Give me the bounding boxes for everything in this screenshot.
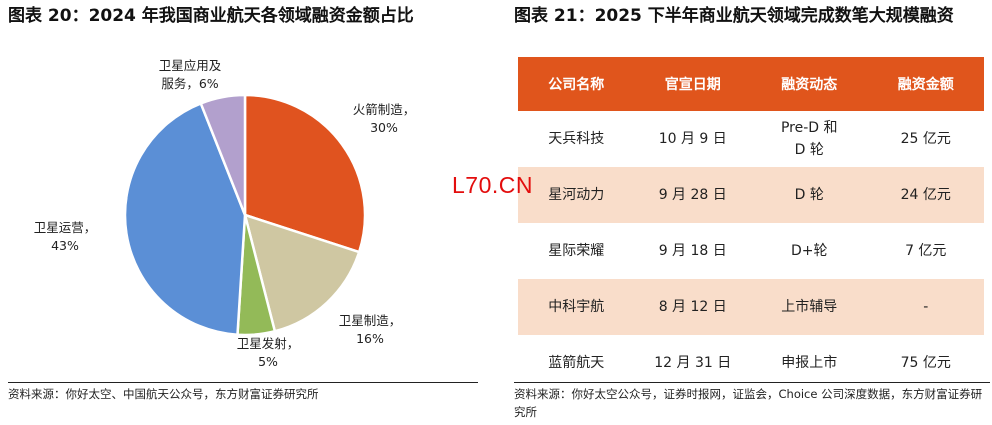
pie-slice-label: 卫星制造， 16% (339, 313, 402, 346)
left-source-rule (8, 382, 478, 383)
table-row: 天兵科技 10 月 9 日 Pre-D 和 D 轮 25 亿元 (518, 111, 984, 167)
left-source-note: 资料来源：你好太空、中国航天公众号，东方财富证券研究所 (8, 387, 319, 401)
cell-round: 申报上市 (781, 355, 838, 371)
header-date: 官宣日期 (634, 57, 751, 111)
cell-round: Pre-D 和 D 轮 (751, 111, 868, 167)
cell-company: 蓝箭航天 (548, 355, 605, 371)
cell-company: 天兵科技 (548, 131, 605, 147)
cell-round-text: Pre-D 和 D 轮 (780, 120, 838, 158)
table-row: 蓝箭航天 12 月 31 日 申报上市 75 亿元 (518, 335, 984, 391)
cell-round: D 轮 (751, 167, 868, 223)
cell-amount: 24 亿元 (867, 167, 984, 223)
pie-slice-label: 卫星发射， 5% (237, 336, 300, 369)
pie-slice (123, 101, 247, 337)
pie-slice-label: 卫星运营， 43% (34, 220, 97, 253)
cell-date: 9 月 18 日 (658, 243, 727, 259)
cell-company: 星际荣耀 (548, 243, 605, 259)
cell-amount: 25 亿元 (900, 131, 951, 147)
cell-date: 9 月 28 日 (634, 167, 751, 223)
cell-date: 12 月 31 日 (654, 355, 732, 371)
header-round: 融资动态 (751, 57, 868, 111)
pie-chart: 火箭制造， 30% 卫星制造， 16% 卫星发射， 5% 卫星运营， 43% 卫星应用及服务，6… (34, 58, 416, 369)
cell-amount: 75 亿元 (900, 355, 951, 371)
cell-amount: - (867, 279, 984, 335)
cell-date: 10 月 9 日 (658, 131, 727, 147)
cell-amount: 7 亿元 (905, 243, 947, 259)
pie-slice (199, 93, 247, 216)
cell-company: 星河动力 (518, 167, 635, 223)
site-watermark-logo: L70.CN (452, 172, 533, 198)
pie-slice-label: 卫星应用及服务，6% (159, 58, 222, 91)
cell-company: 中科宇航 (518, 279, 635, 335)
pie-chart-title: 图表 20：2024 年我国商业航天各领域融资金额占比 (8, 6, 414, 26)
left-panel: 图表 20：2024 年我国商业航天各领域融资金额占比 火箭制造， 30% 卫星制造… (0, 0, 488, 425)
right-panel: 图表 21：2025 下半年商业航天领域完成数笔大规模融资 公司名称 官宣日期 … (504, 0, 992, 425)
pie-slice (243, 93, 367, 254)
table-row: 星河动力 9 月 28 日 D 轮 24 亿元 (518, 167, 984, 223)
right-source-rule (514, 382, 990, 383)
financing-table: 公司名称 官宣日期 融资动态 融资金额 天兵科技 10 月 9 日 Pre-D … (518, 57, 984, 391)
cell-round: D+轮 (790, 243, 828, 259)
header-amount: 融资金额 (867, 57, 984, 111)
cell-date: 8 月 12 日 (634, 279, 751, 335)
cell-round: 上市辅导 (751, 279, 868, 335)
pie-slice (243, 213, 361, 333)
table-title: 图表 21：2025 下半年商业航天领域完成数笔大规模融资 (514, 6, 954, 26)
table-row: 中科宇航 8 月 12 日 上市辅导 - (518, 279, 984, 335)
pie-slice-label: 火箭制造， 30% (353, 102, 416, 135)
table-header-row: 公司名称 官宣日期 融资动态 融资金额 (518, 57, 984, 111)
right-source-note: 资料来源：你好太空公众号，证券时报网，证监会，Choice 公司深度数据，东方财… (514, 387, 983, 419)
table-row: 星际荣耀 9 月 18 日 D+轮 7 亿元 (518, 223, 984, 279)
header-company: 公司名称 (518, 57, 635, 111)
